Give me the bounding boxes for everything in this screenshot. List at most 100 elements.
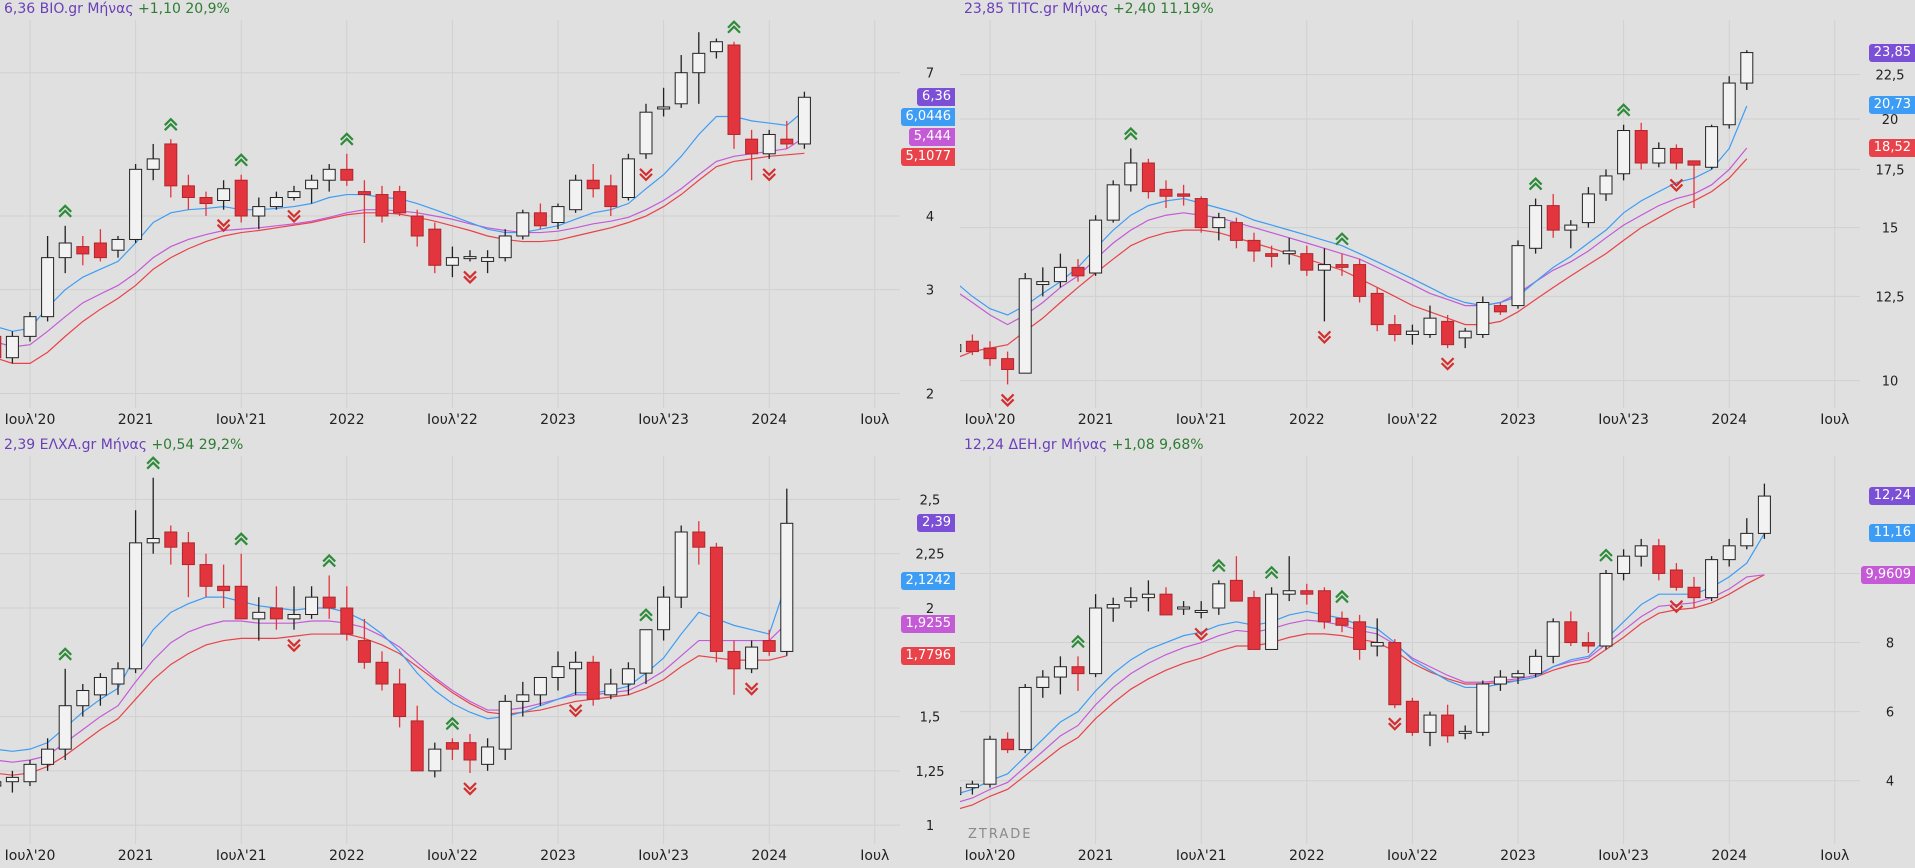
panel-header: 2,39 ΕΛΧΑ.gr Μήνας +0,54 29,2% <box>4 437 243 453</box>
candle-body <box>1705 559 1719 599</box>
chart-svg: Ιουλ'20 2021 Ιουλ'21 2022 Ιουλ'22 2023 Ιουλ'23… <box>0 20 934 428</box>
signal-markers <box>58 20 776 284</box>
candle-up <box>1018 273 1032 374</box>
candle-body <box>604 683 618 696</box>
candle-down <box>93 229 107 262</box>
candle-body <box>1652 147 1666 164</box>
candle-down <box>234 553 248 620</box>
candle-up <box>533 676 547 706</box>
candle-down <box>1335 253 1349 276</box>
candle-body <box>533 676 547 696</box>
candle-up <box>428 742 442 778</box>
buy-marker <box>1264 565 1279 580</box>
y-tick-label: 3 <box>926 284 934 299</box>
x-tick-label: 2022 <box>1289 848 1325 864</box>
candle-body <box>1493 305 1507 313</box>
x-tick-label: Ιουλ'22 <box>427 848 478 864</box>
candle-body <box>965 783 979 789</box>
candle-down <box>181 174 195 210</box>
candle-up <box>23 311 37 342</box>
candle-up <box>621 662 635 695</box>
candle-up <box>1141 580 1155 612</box>
sell-marker <box>1317 330 1332 344</box>
chart-panel-elxa[interactable]: 2,39 ΕΛΧΑ.gr Μήνας +0,54 29,2% Ιουλ'20 20… <box>0 436 955 868</box>
candle-down <box>1300 245 1314 276</box>
x-tick-label: 2021 <box>118 848 154 864</box>
candle-up <box>621 153 635 201</box>
candle-body <box>23 316 37 337</box>
candle-down <box>1388 639 1402 709</box>
candle-up <box>252 597 266 641</box>
candle-up <box>639 103 653 159</box>
candle-body <box>410 215 424 237</box>
candle-down <box>727 640 741 695</box>
candle-up <box>1722 538 1736 567</box>
candle-body <box>780 522 794 652</box>
candle-down <box>217 564 231 608</box>
candle-body <box>1617 555 1631 574</box>
x-tick-label: Ιουλ <box>860 412 889 428</box>
candle-body <box>1388 324 1402 336</box>
candle-up <box>1106 180 1120 223</box>
candle-body <box>1106 604 1120 609</box>
candle-body <box>498 700 512 750</box>
x-tick-label: Ιουλ'20 <box>5 848 56 864</box>
candle-up <box>1546 618 1560 664</box>
price-badge: 1,9255 <box>900 615 955 634</box>
candle-up <box>1423 711 1437 747</box>
sell-marker <box>463 782 477 796</box>
candle-down <box>375 651 389 691</box>
chart-panel-bio[interactable]: 6,36 BIO.gr Μήνας +1,10 20,9% Ιουλ'20 202… <box>0 0 955 432</box>
candle-body <box>199 564 213 587</box>
candle-down <box>727 41 741 149</box>
candle-body <box>1388 642 1402 706</box>
candle-body <box>0 335 2 359</box>
candle-up <box>252 197 266 230</box>
candle-up <box>709 38 723 59</box>
y-tick-label: 22,5 <box>1876 69 1905 84</box>
header-change: +0,54 29,2% <box>151 437 244 453</box>
candle-up <box>569 651 583 695</box>
candle-body <box>111 668 125 685</box>
candle-up <box>1599 169 1613 201</box>
y-axis: 2 3 4 7 <box>926 67 934 403</box>
price-badge: 5,444 <box>908 128 955 147</box>
chart-svg: Ιουλ'20 2021 Ιουλ'21 2022 Ιουλ'22 2023 Ιουλ'23… <box>960 20 1905 428</box>
candle-body <box>1370 292 1384 326</box>
candle-body <box>1405 330 1419 336</box>
candle-body <box>481 746 495 765</box>
candle-up <box>657 87 671 117</box>
x-tick-label: Ιουλ'23 <box>638 848 689 864</box>
candle-body <box>1071 666 1085 675</box>
candle-body <box>1177 606 1191 610</box>
candle-body <box>340 607 354 635</box>
candle-body <box>375 194 389 217</box>
candle-body <box>76 246 90 255</box>
candle-body <box>1018 278 1032 374</box>
candle-up <box>498 694 512 760</box>
x-tick-label: 2023 <box>1500 848 1536 864</box>
candle-body <box>1546 621 1560 657</box>
chart-panel-deh[interactable]: 12,24 ΔΕΗ.gr Μήνας +1,08 9,68% Ιουλ'20 20… <box>960 436 1915 868</box>
chart-panel-titc[interactable]: 23,85 TITC.gr Μήνας +2,40 11,19% Ιουλ'20… <box>960 0 1915 432</box>
panel-header: 6,36 BIO.gr Μήνας +1,10 20,9% <box>4 1 230 17</box>
candle-down <box>1265 245 1279 268</box>
y-tick-label: 6 <box>1886 706 1894 721</box>
ema-slow-line <box>960 158 1748 358</box>
buy-marker <box>234 153 248 167</box>
candle-down <box>199 553 213 598</box>
candle-up <box>1476 680 1490 736</box>
candle-body <box>1581 642 1595 647</box>
candle-down <box>340 586 354 641</box>
panel-header: 23,85 TITC.gr Μήνας +2,40 11,19% <box>964 1 1214 17</box>
candle-body <box>1124 162 1138 186</box>
candle-down <box>1634 122 1648 170</box>
candle-body <box>357 191 371 196</box>
candle-body <box>1669 569 1683 588</box>
header-change: +1,10 20,9% <box>138 1 230 17</box>
candle-up <box>41 235 55 322</box>
candle-up <box>960 787 962 796</box>
x-tick-label: Ιουλ'22 <box>1387 412 1438 428</box>
sell-marker <box>287 209 301 224</box>
candle-up <box>217 180 231 210</box>
